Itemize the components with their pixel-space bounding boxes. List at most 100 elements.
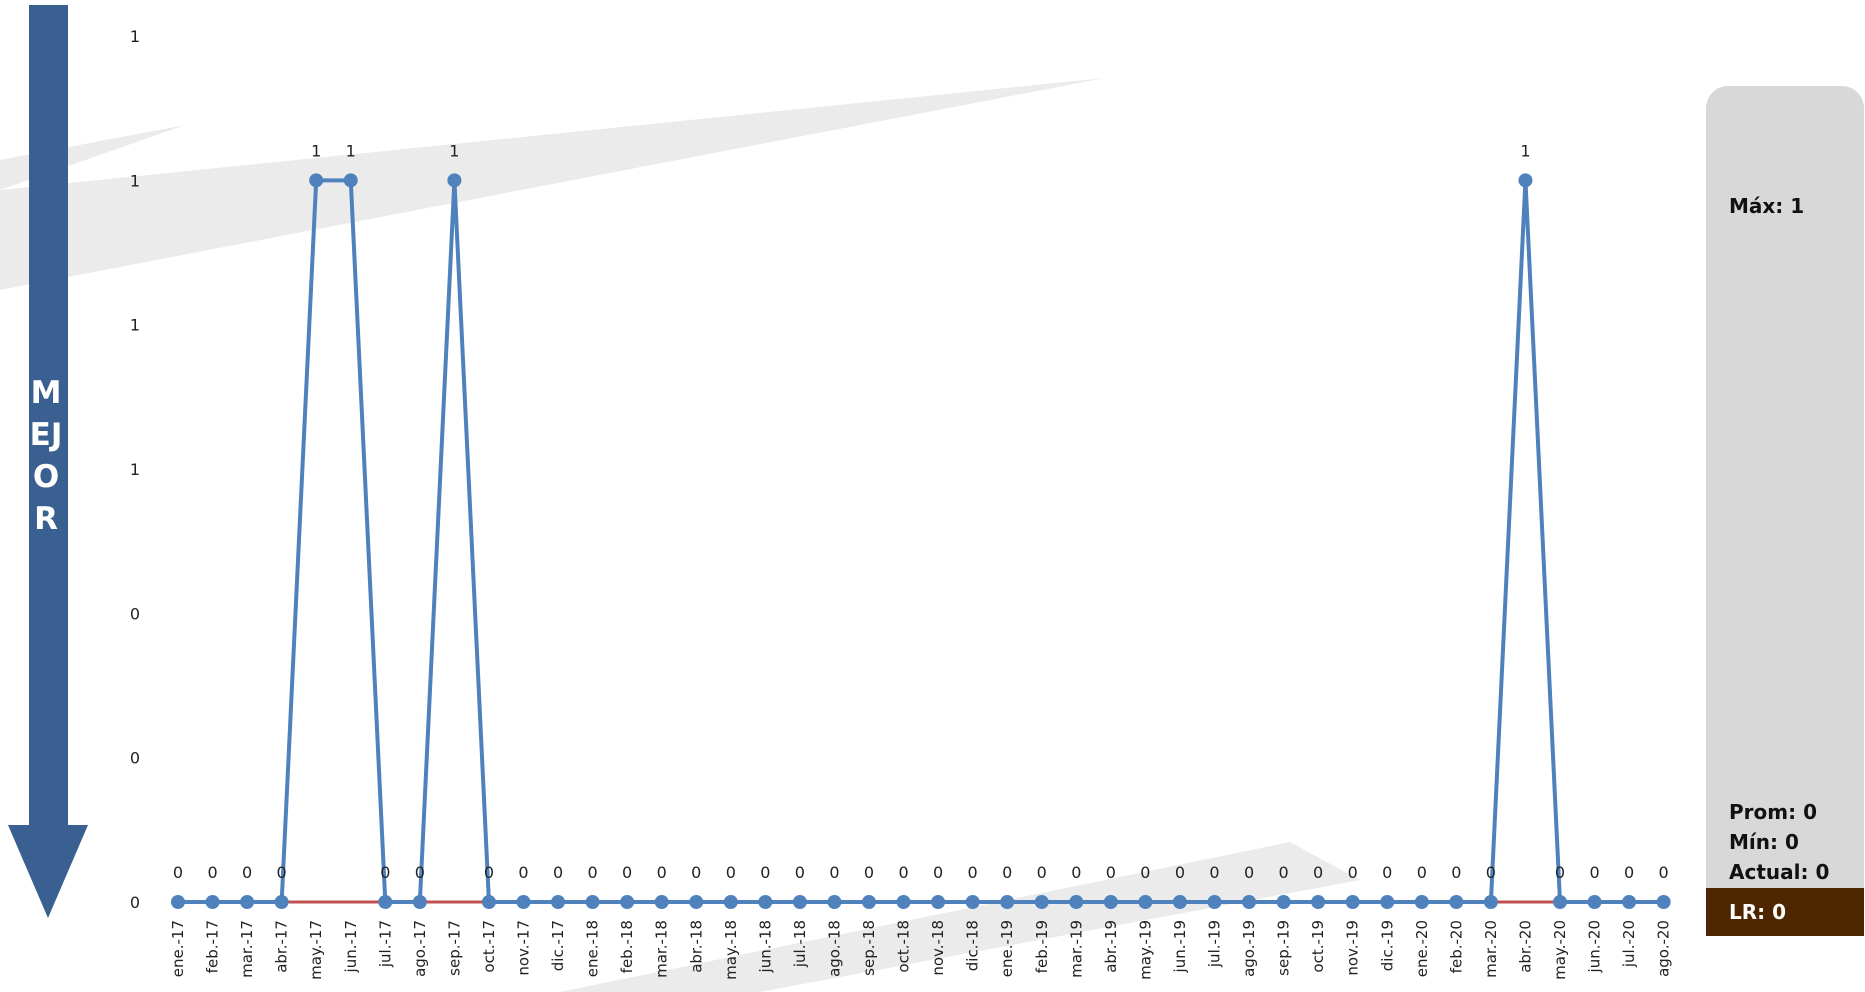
x-tick-label: nov.-19 (1344, 920, 1362, 976)
x-tick-label: ago.-20 (1655, 920, 1673, 977)
x-tick-label: jul.-17 (376, 920, 394, 968)
data-label: 0 (622, 863, 632, 882)
data-label: 0 (173, 863, 183, 882)
x-tick-label: feb.-19 (1033, 920, 1051, 973)
data-point (1311, 895, 1326, 909)
data-label: 0 (207, 863, 217, 882)
data-point (1553, 895, 1567, 909)
x-tick-label: nov.-18 (929, 920, 947, 976)
data-point (758, 895, 773, 909)
data-point (1138, 895, 1153, 909)
data-label: 0 (1140, 863, 1150, 882)
data-point (689, 895, 704, 909)
y-tick-label: 0 (130, 893, 140, 912)
data-label: 0 (1382, 863, 1392, 882)
data-label: 0 (691, 863, 701, 882)
data-point (585, 895, 600, 909)
x-tick-label: jun.-17 (342, 920, 360, 973)
x-tick-label: mar.-18 (653, 920, 671, 978)
x-tick-label: sep.-17 (445, 920, 463, 976)
data-point (447, 173, 462, 188)
data-point (378, 895, 393, 909)
data-label: 0 (760, 863, 770, 882)
min-stat: Mín: 0 (1729, 830, 1799, 854)
data-point (723, 895, 738, 909)
x-tick-label: mar.-20 (1482, 920, 1500, 978)
data-label: 0 (1348, 863, 1358, 882)
data-label: 0 (1071, 863, 1081, 882)
data-point (931, 895, 946, 909)
data-point (620, 895, 635, 909)
x-tick-label: jun.-20 (1586, 920, 1604, 973)
x-tick-label: feb.-18 (618, 920, 636, 973)
x-tick-label: jun.-19 (1171, 920, 1189, 973)
data-label: 0 (1175, 863, 1185, 882)
data-point (1207, 895, 1222, 909)
data-label: 1 (1520, 141, 1530, 160)
data-point (1622, 895, 1637, 909)
y-tick-label: 0 (130, 604, 140, 623)
data-label: 0 (1486, 863, 1496, 882)
data-point (1449, 895, 1464, 909)
data-label: 0 (415, 863, 425, 882)
data-point (516, 895, 531, 909)
data-label: 0 (1244, 863, 1254, 882)
data-point (1276, 895, 1291, 909)
x-tick-label: oct.-19 (1309, 920, 1327, 973)
data-point (792, 895, 807, 909)
data-label: 1 (449, 141, 459, 160)
data-point (1518, 173, 1533, 188)
x-tick-label: sep.-19 (1275, 920, 1293, 976)
data-point (1380, 895, 1395, 909)
data-label: 0 (1037, 863, 1047, 882)
x-tick-label: feb.-20 (1447, 920, 1465, 973)
data-label: 0 (242, 863, 252, 882)
data-label: 0 (829, 863, 839, 882)
data-point (1242, 895, 1257, 909)
x-tick-label: jul.-20 (1620, 920, 1638, 968)
main-series: 0 0 0 0 1 1 0 0 1 0 0 0 0 0 0 0 0 0 0 0 0 0 0 0 0 0 0 0 0 0 0 0 0 0 0 0 0 0 0 1… (171, 141, 1671, 909)
data-label: 1 (346, 141, 356, 160)
data-point (1069, 895, 1084, 909)
data-point (1345, 895, 1360, 909)
data-point (896, 895, 911, 909)
data-point (240, 895, 255, 909)
x-tick-label: ago.-18 (825, 920, 843, 977)
y-axis: 0 0 0 1 1 1 1 (130, 27, 140, 912)
data-label: 0 (588, 863, 598, 882)
x-tick-label: abr.-18 (687, 920, 705, 973)
data-label: 0 (1624, 863, 1634, 882)
data-label: 0 (968, 863, 978, 882)
current-stat: Actual: 0 (1729, 860, 1830, 884)
x-tick-label: ene.-20 (1413, 920, 1431, 977)
data-label: 0 (1313, 863, 1323, 882)
data-point (1483, 895, 1498, 909)
y-tick-label: 1 (130, 460, 140, 479)
data-label: 0 (484, 863, 494, 882)
data-label: 0 (553, 863, 563, 882)
x-tick-label: ago.-17 (411, 920, 429, 977)
x-tick-label: jun.-18 (756, 920, 774, 973)
data-label: 0 (933, 863, 943, 882)
data-label: 0 (1451, 863, 1461, 882)
x-tick-label: may.-19 (1136, 920, 1154, 980)
data-point (1172, 895, 1187, 909)
x-tick-label: ene.-18 (584, 920, 602, 977)
data-label: 0 (1589, 863, 1599, 882)
x-tick-label: dic.-18 (964, 920, 982, 971)
data-point (205, 895, 220, 909)
x-tick-label: dic.-17 (549, 920, 567, 971)
series-line (178, 178, 1664, 904)
data-point (309, 173, 324, 188)
data-point (343, 173, 358, 188)
y-tick-label: 0 (130, 749, 140, 768)
data-label: 0 (1417, 863, 1427, 882)
x-tick-label: may.-20 (1551, 920, 1569, 980)
data-point (171, 895, 185, 909)
data-point (965, 895, 980, 909)
arrow-label: MEJOR (29, 375, 63, 537)
data-label: 0 (1279, 863, 1289, 882)
x-tick-label: dic.-19 (1378, 920, 1396, 971)
x-tick-label: abr.-17 (273, 920, 291, 973)
x-tick-label: may.-17 (307, 920, 325, 980)
